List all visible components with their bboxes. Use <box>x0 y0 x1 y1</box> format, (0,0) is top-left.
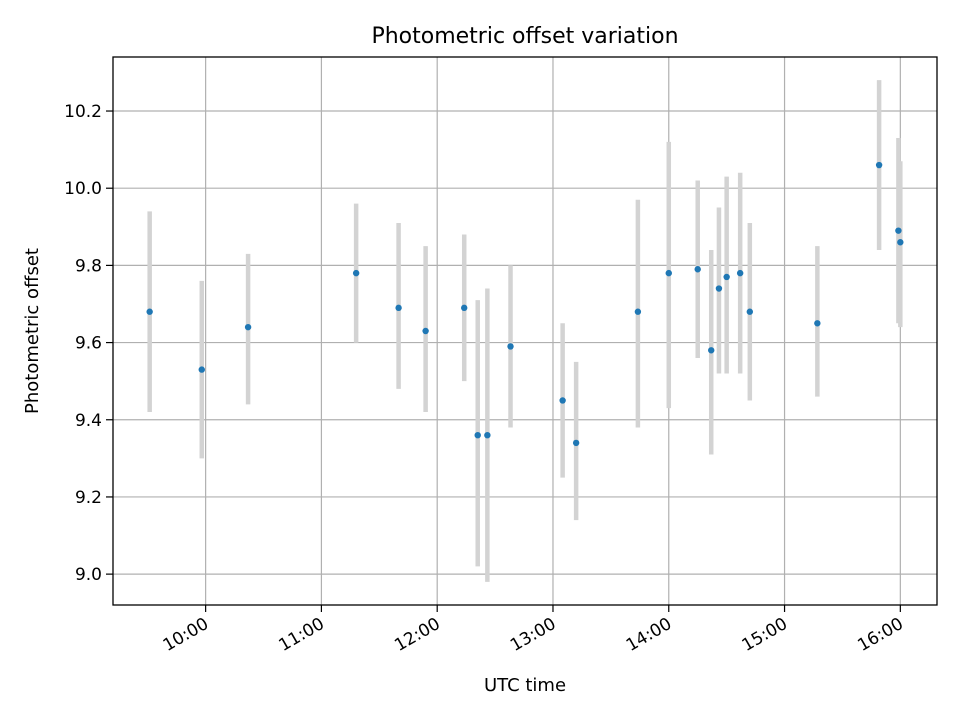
y-tick-label: 9.6 <box>75 334 102 354</box>
data-point <box>708 347 715 354</box>
data-point <box>244 323 252 331</box>
data-point <box>634 308 642 315</box>
data-point <box>895 227 902 234</box>
data-point <box>814 320 821 327</box>
y-tick-label: 9.2 <box>75 488 102 508</box>
data-point <box>746 308 754 315</box>
data-point <box>875 161 883 169</box>
data-point <box>723 273 730 281</box>
data-point <box>422 327 429 335</box>
data-point <box>395 304 402 312</box>
data-point <box>461 304 468 312</box>
data-point <box>198 366 205 373</box>
data-point <box>352 269 360 277</box>
chart-title: Photometric offset variation <box>371 24 678 49</box>
data-point <box>572 439 580 447</box>
grid <box>113 57 937 605</box>
y-tick-label: 9.0 <box>75 565 102 585</box>
y-tick-label: 9.4 <box>75 411 102 431</box>
y-tick-label: 10.0 <box>64 179 102 199</box>
y-axis-ticks: 9.0 9.2 9.4 9.6 9.8 10.0 10.2 <box>64 102 113 585</box>
y-tick-label: 9.8 <box>75 256 102 276</box>
y-tick-label: 10.2 <box>64 102 102 122</box>
data-point <box>507 343 514 350</box>
data-point <box>715 285 723 292</box>
data-point <box>484 431 491 439</box>
data-point <box>897 239 904 246</box>
data-point <box>665 269 672 277</box>
data-points <box>146 161 904 447</box>
data-point <box>736 269 744 277</box>
data-point <box>474 431 481 439</box>
data-point <box>146 308 153 315</box>
plot-frame <box>112 56 938 606</box>
data-point <box>559 397 566 404</box>
data-point <box>694 266 701 273</box>
y-axis-label: Photometric offset <box>22 248 43 414</box>
x-axis-label: UTC time <box>484 675 566 696</box>
